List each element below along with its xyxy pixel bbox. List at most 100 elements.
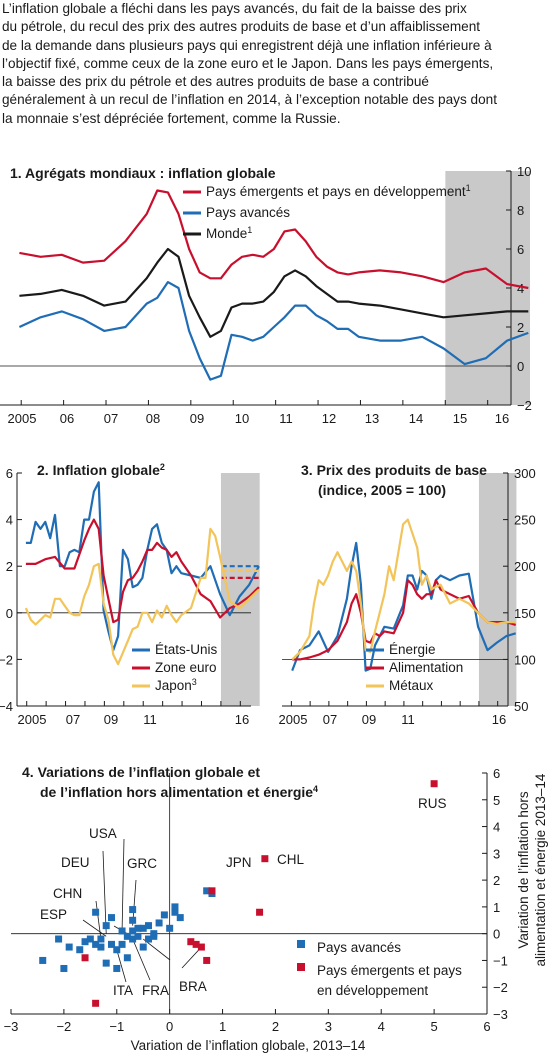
y-tick-label: −2: [0, 652, 13, 667]
scatter-point: [113, 964, 121, 972]
series-line: [18, 281, 529, 381]
scatter-point: [134, 924, 142, 932]
legend-swatch: [297, 963, 305, 971]
scatter-point: [208, 887, 216, 895]
point-annotation: RUS: [418, 796, 447, 811]
scatter-point: [92, 999, 100, 1007]
legend-entry: Japon3: [155, 677, 197, 693]
annotation-leader: [102, 850, 107, 934]
annotation-leader: [116, 949, 127, 983]
x-tick-label: 1: [219, 1019, 226, 1034]
scatter-point: [129, 927, 137, 935]
x-tick-label: 16: [495, 411, 509, 426]
x-tick-label: −3: [4, 1019, 19, 1034]
y-axis-label: Variation de l’inflation hors: [516, 791, 531, 949]
footnote-mark: 4: [313, 784, 318, 794]
x-tick-label: 14: [409, 411, 423, 426]
scatter-point: [102, 959, 110, 967]
scatter-point: [256, 908, 264, 916]
series-line: [25, 518, 260, 624]
chart-c3: 50 100 150 200 250 300 2005 07 09 11 16 3. Prix des…: [279, 462, 536, 727]
scatter-point: [171, 908, 179, 916]
x-tick-label: 09: [362, 712, 376, 727]
intro-text: L’inflation globale a fléchi dans les pa…: [2, 0, 548, 128]
scatter-point: [155, 919, 163, 927]
scatter-point: [176, 914, 184, 922]
y-tick-label: 200: [514, 559, 536, 574]
intro-line: la baisse des prix du pétrole et des aut…: [2, 74, 429, 90]
x-tick-label: 2005: [279, 712, 308, 727]
legend-entry: Pays avancés: [317, 940, 401, 955]
y-axis-label: alimentation et énergie 2013–14: [533, 773, 548, 966]
point-annotation: CHN: [53, 886, 82, 901]
y-tick-label: 3: [493, 846, 500, 861]
annotation-leader: [95, 900, 102, 940]
x-tick-label: 2: [272, 1019, 279, 1034]
y-tick-label: 50: [514, 699, 528, 714]
x-tick-label: 11: [279, 411, 293, 426]
annotation-leader: [132, 938, 151, 981]
x-tick-label: 08: [146, 411, 160, 426]
scatter-point: [102, 922, 110, 930]
x-tick-label: 6: [483, 1019, 490, 1034]
x-tick-label: 15: [453, 411, 467, 426]
legend-entry: États-Unis: [155, 642, 218, 657]
legend-entry: Alimentation: [389, 660, 463, 675]
x-tick-label: 07: [66, 712, 80, 727]
scatter-point: [81, 938, 89, 946]
footnote-mark: 1: [466, 183, 471, 193]
scatter-point: [65, 943, 73, 951]
y-tick-label: 100: [514, 652, 536, 667]
scatter-point: [107, 914, 115, 922]
scatter-point: [203, 887, 211, 895]
intro-line: la monnaie s’est dépréciée fortement, co…: [2, 110, 341, 126]
scatter-point: [97, 935, 105, 943]
intro-line: L’inflation globale a fléchi dans les pa…: [2, 1, 467, 16]
footnote-mark: 3: [192, 677, 197, 687]
scatter-point: [430, 780, 438, 788]
y-tick-label: 6: [517, 242, 524, 257]
y-tick-label: 8: [517, 203, 524, 218]
scatter-point: [107, 940, 115, 948]
scatter-point: [86, 935, 94, 943]
point-annotation: JPN: [226, 855, 252, 870]
y-tick-label: 4: [6, 513, 13, 528]
y-tick-label: 0: [517, 359, 524, 374]
legend-entry: Monde1: [206, 225, 252, 241]
point-annotation: BRA: [179, 979, 207, 994]
scatter-point: [123, 932, 131, 940]
legend-entry: Pays émergents et pays: [317, 963, 462, 978]
chart-title: 2. Inflation globale2: [37, 462, 165, 478]
chart-c2: −4 −2 0 2 4 6 2005 07 09 11 16 2. Inflation globale…: [0, 462, 260, 727]
intro-line: du pétrole, du recul des prix des autres…: [2, 19, 481, 35]
scatter-point: [118, 940, 126, 948]
scatter-point: [166, 924, 174, 932]
scatter-point: [129, 906, 137, 914]
x-tick-label: 11: [143, 712, 157, 727]
forecast-shade: [478, 473, 517, 706]
scatter-point: [171, 903, 179, 911]
y-tick-label: 4: [493, 820, 500, 835]
legend-entry: en développement: [317, 983, 428, 998]
series-line: [24, 527, 260, 666]
scatter-point: [97, 943, 105, 951]
series-line: [291, 518, 516, 661]
y-tick-label: −3: [493, 1007, 508, 1022]
x-tick-label: 10: [235, 411, 249, 426]
y-tick-label: 10: [517, 164, 531, 179]
footnote-mark: 2: [160, 462, 165, 472]
scatter-point: [129, 935, 137, 943]
series-line: [25, 481, 260, 652]
x-tick-label: 2005: [8, 411, 37, 426]
chart-title: 3. Prix des produits de base: [301, 462, 487, 478]
y-tick-label: 300: [514, 466, 536, 481]
scatter-point: [187, 938, 195, 946]
scatter-point: [197, 943, 205, 951]
annotation-leader: [121, 838, 125, 931]
x-tick-label: 07: [104, 411, 118, 426]
scatter-point: [39, 956, 47, 964]
point-annotation: GRC: [127, 856, 157, 871]
scatter-point: [118, 927, 126, 935]
y-tick-label: 0: [493, 927, 500, 942]
